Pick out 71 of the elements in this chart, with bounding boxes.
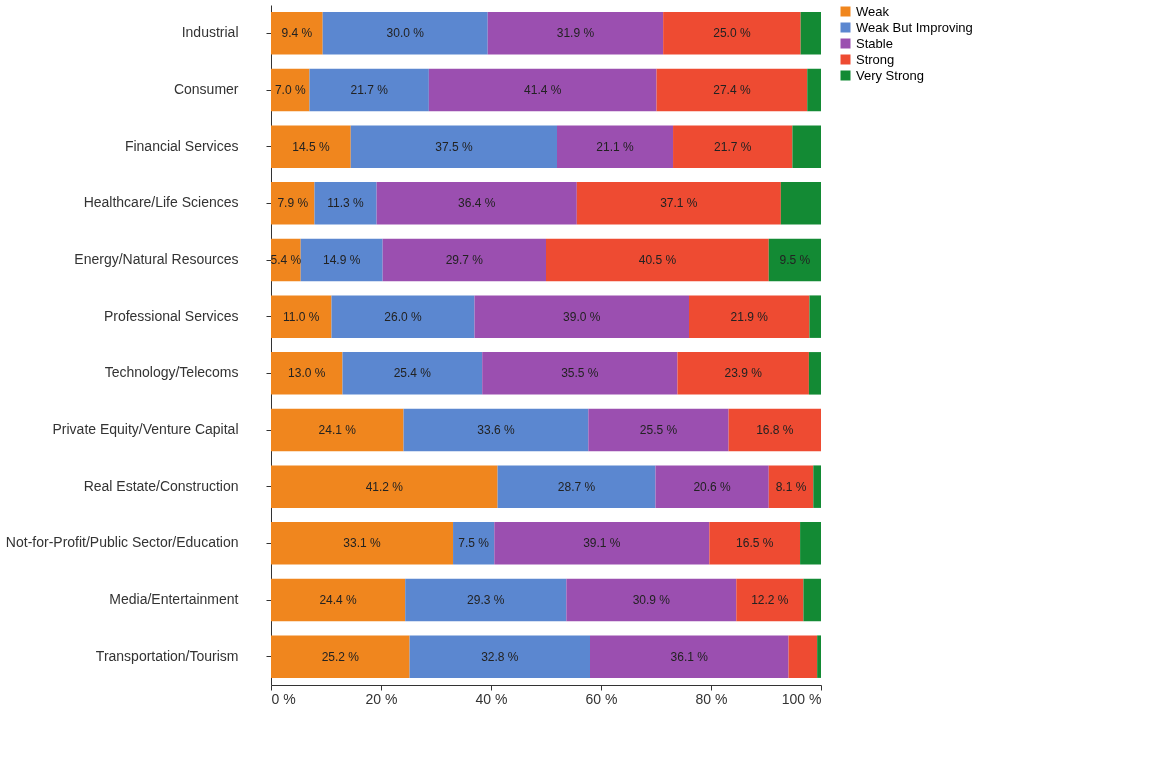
y-tick-label: Not-for-Profit/Public Sector/Education: [5, 534, 239, 551]
y-tick-label: Private Equity/Venture Capital: [52, 421, 239, 437]
data-label: 21.7 %: [714, 139, 752, 154]
legend-label: Strong: [856, 51, 895, 67]
data-label: 25.2 %: [321, 649, 360, 664]
data-label: 37.1 %: [660, 196, 698, 211]
data-label: 35.5 %: [561, 366, 599, 381]
data-label: 14.5 %: [292, 139, 330, 154]
legend-label: Weak: [856, 3, 890, 19]
data-label: 9.5 %: [779, 253, 811, 267]
data-label: 8.1 %: [775, 479, 807, 494]
data-label: 11.3 %: [327, 196, 365, 211]
y-tick-label: Financial Services: [124, 137, 239, 154]
x-tick-label: 80 %: [695, 690, 728, 707]
data-label: 11.0 %: [283, 309, 320, 324]
data-label: 23.9 %: [724, 366, 763, 381]
data-label: 21.1 %: [596, 139, 635, 154]
data-label: 41.4 %: [524, 83, 562, 97]
data-label: 29.7 %: [445, 253, 484, 267]
data-label: 41.2 %: [365, 479, 404, 494]
data-label: 33.1 %: [343, 536, 382, 551]
data-label: 30.9 %: [632, 593, 671, 607]
data-label: 32.8 %: [481, 649, 519, 664]
data-label: 21.7 %: [350, 83, 389, 97]
data-label: 21.9 %: [730, 309, 769, 324]
data-label: 9.4 %: [281, 26, 313, 41]
data-label: 13.0 %: [288, 366, 326, 381]
data-label: 27.4 %: [713, 83, 751, 97]
data-label: 14.9 %: [323, 253, 361, 267]
data-label: 5.4 %: [270, 253, 302, 267]
data-label: 25.5 %: [639, 423, 678, 437]
data-label: 37.5 %: [435, 139, 473, 154]
legend-label: Very Strong: [856, 67, 924, 83]
y-tick-label: Industrial: [181, 24, 239, 41]
data-label: 30.0 %: [386, 26, 425, 41]
data-label: 39.1 %: [583, 536, 621, 551]
x-tick-label: 100 %: [781, 690, 822, 707]
data-label: 36.4 %: [458, 196, 496, 211]
data-label: 39.0 %: [563, 309, 601, 324]
data-label: 28.7 %: [557, 479, 596, 494]
y-tick-label: Consumer: [173, 81, 239, 97]
data-label: 16.8 %: [756, 423, 794, 437]
x-tick-label: 0 %: [271, 690, 296, 707]
x-tick-label: 40 %: [475, 690, 508, 707]
y-tick-label: Media/Entertainment: [109, 591, 239, 607]
data-label: 7.5 %: [458, 536, 490, 551]
data-label: 25.0 %: [713, 26, 751, 41]
y-tick-label: Real Estate/Construction: [83, 477, 239, 494]
data-label: 29.3 %: [467, 593, 505, 607]
y-tick-label: Technology/Telecoms: [104, 364, 239, 381]
y-tick-label: Healthcare/Life Sciences: [83, 194, 239, 211]
data-label: 24.4 %: [319, 593, 358, 607]
data-label: 25.4 %: [393, 366, 432, 381]
y-tick-label: Energy/Natural Resources: [74, 251, 239, 267]
y-tick-label: Transportation/Tourism: [95, 647, 239, 664]
data-label: 12.2 %: [751, 593, 789, 607]
data-label: 31.9 %: [556, 26, 595, 41]
data-label: 7.9 %: [277, 196, 309, 211]
data-label: 16.5 %: [736, 536, 774, 551]
data-label: 24.1 %: [318, 423, 357, 437]
data-label: 20.6 %: [693, 479, 732, 494]
data-label: 40.5 %: [638, 253, 677, 267]
data-label: 36.1 %: [670, 649, 709, 664]
legend-label: Stable: [856, 35, 893, 51]
data-label: 33.6 %: [477, 423, 515, 437]
x-tick-label: 60 %: [585, 690, 618, 707]
legend-label: Weak But Improving: [856, 19, 973, 35]
x-tick-label: 20 %: [365, 690, 398, 707]
data-label: 7.0 %: [274, 83, 306, 97]
data-label: 26.0 %: [384, 309, 423, 324]
y-tick-label: Professional Services: [103, 307, 239, 324]
